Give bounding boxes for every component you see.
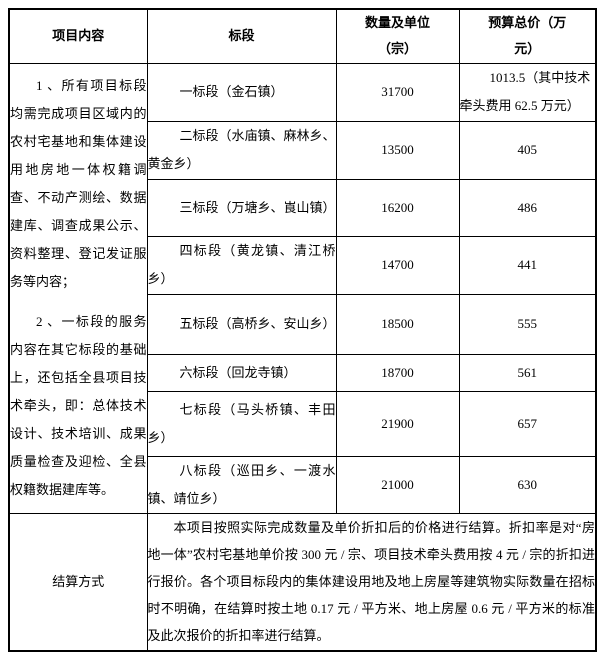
table-row-section-8: 八标段（巡田乡、一渡水镇、靖位乡） 21000 630 xyxy=(9,455,597,514)
table-header-row: 项目内容 标段 数量及单位 （宗） 预算总价（万 元） xyxy=(8,8,597,64)
quantity-cell: 14700 xyxy=(335,235,460,295)
settlement-text-cell: 本项目按照实际完成数量及单价折扣后的价格进行结算。折扣率是对“房地一体”农村宅基… xyxy=(146,512,597,652)
header-project-content: 项目内容 xyxy=(8,8,148,64)
quantity-cell: 13500 xyxy=(335,120,460,180)
table-row-section-4: 四标段（黄龙镇、清江桥乡） 14700 441 xyxy=(9,235,597,295)
budget-cell: 405 xyxy=(458,120,597,180)
project-content-para1: 1 、所有项目标段均需完成项目区域内的农村宅基地和集体建设用地房地一体权籍调查、… xyxy=(10,78,147,289)
quantity-cell: 21000 xyxy=(335,455,460,514)
section-name-cell: 四标段（黄龙镇、清江桥乡） xyxy=(146,235,337,295)
budget-cell: 657 xyxy=(458,390,597,457)
table-row-section-2: 二标段（水庙镇、麻林乡、黄金乡） 13500 405 xyxy=(9,120,597,180)
header-budget-total: 预算总价（万 元） xyxy=(458,8,597,64)
section-name-cell: 二标段（水庙镇、麻林乡、黄金乡） xyxy=(146,120,337,180)
header-bid-section: 标段 xyxy=(146,8,337,64)
section-name-cell: 八标段（巡田乡、一渡水镇、靖位乡） xyxy=(146,455,337,514)
settlement-text: 本项目按照实际完成数量及单价折扣后的价格进行结算。折扣率是对“房地一体”农村宅基… xyxy=(147,520,595,644)
project-content-para2: 2 、一标段的服务内容在其它标段的基础上，还包括全县项目技术牵头，即：总体技术设… xyxy=(10,314,147,497)
quantity-cell: 31700 xyxy=(335,62,460,122)
budget-cell: 561 xyxy=(458,353,597,392)
table-row-section-7: 七标段（马头桥镇、丰田乡） 21900 657 xyxy=(9,390,597,457)
header-quantity-line2: （宗） xyxy=(377,41,417,57)
section-name-cell: 五标段（高桥乡、安山乡） xyxy=(146,293,337,355)
quantity-cell: 16200 xyxy=(335,178,460,237)
table-row-section-6: 六标段（回龙寺镇） 18700 561 xyxy=(9,353,597,392)
section-name-cell: 七标段（马头桥镇、丰田乡） xyxy=(146,390,337,457)
section-name-cell: 三标段（万塘乡、崀山镇） xyxy=(146,178,337,237)
budget-cell: 441 xyxy=(458,235,597,295)
project-content-cell: 1 、所有项目标段均需完成项目区域内的农村宅基地和集体建设用地房地一体权籍调查、… xyxy=(8,62,148,514)
section-name-cell: 六标段（回龙寺镇） xyxy=(146,353,337,392)
table-row-section-5: 五标段（高桥乡、安山乡） 18500 555 xyxy=(9,293,597,355)
budget-cell: 630 xyxy=(458,455,597,514)
bid-sections-table: 项目内容 标段 数量及单位 （宗） 预算总价（万 元） 1 、所有项目标段均需完… xyxy=(8,8,597,652)
quantity-cell: 18500 xyxy=(335,293,460,355)
table-row-section-3: 三标段（万塘乡、崀山镇） 16200 486 xyxy=(9,178,597,237)
quantity-cell: 18700 xyxy=(335,353,460,392)
header-quantity-unit: 数量及单位 （宗） xyxy=(335,8,460,64)
quantity-cell: 21900 xyxy=(335,390,460,457)
budget-cell: 555 xyxy=(458,293,597,355)
budget-cell: 1013.5（其中技术牵头费用 62.5 万元） xyxy=(458,62,597,122)
header-budget-line2: 元） xyxy=(514,41,541,57)
settlement-label-cell: 结算方式 xyxy=(8,512,148,652)
header-quantity-line1: 数量及单位 xyxy=(364,15,430,31)
table-row-section-1: 1 、所有项目标段均需完成项目区域内的农村宅基地和集体建设用地房地一体权籍调查、… xyxy=(8,62,597,514)
header-budget-line1: 预算总价（万 xyxy=(488,15,567,31)
table-row-settlement: 结算方式 本项目按照实际完成数量及单价折扣后的价格进行结算。折扣率是对“房地一体… xyxy=(8,512,597,652)
budget-cell: 486 xyxy=(458,178,597,237)
section-name-cell: 一标段（金石镇） xyxy=(146,62,337,122)
